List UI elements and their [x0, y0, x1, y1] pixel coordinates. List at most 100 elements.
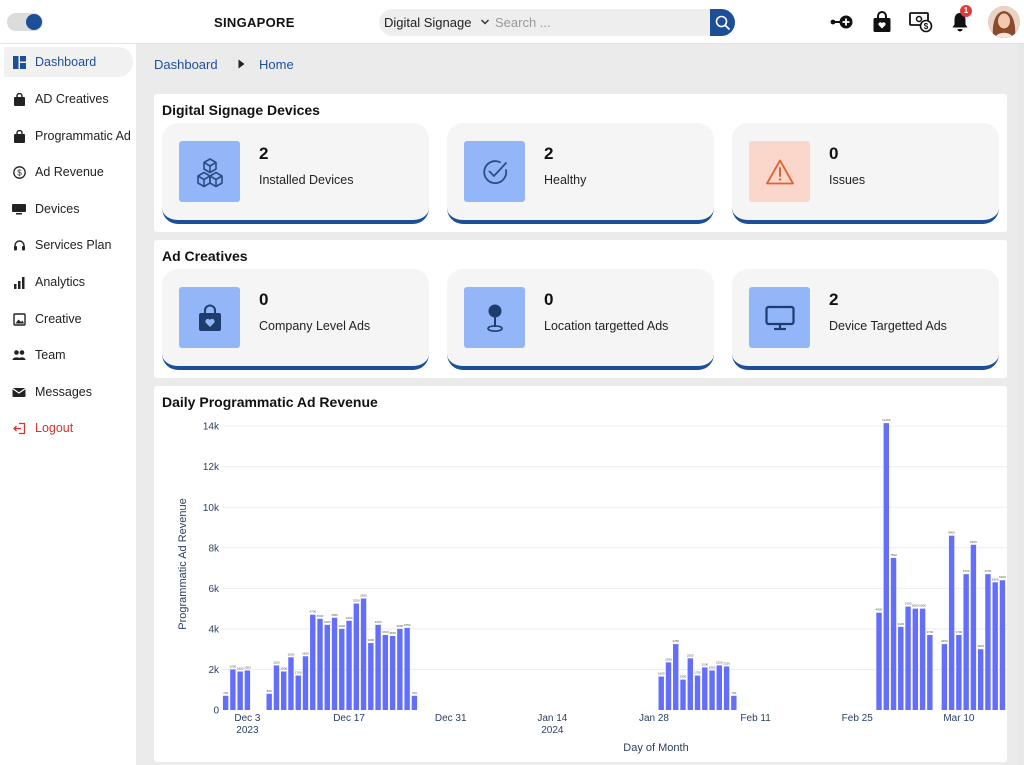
bar-value-label: 1650	[658, 672, 665, 676]
sidebar-item-label: Messages	[35, 385, 92, 399]
chart-bar	[912, 608, 919, 710]
y-tick-label: 6k	[208, 584, 220, 595]
chart-bar	[324, 624, 330, 710]
bag-heart-icon	[179, 287, 240, 348]
healthy-devices-card[interactable]: 2 Healthy	[447, 123, 714, 224]
bar-value-label: 1950	[709, 665, 716, 669]
sidebar: Dashboard AD Creatives Programmatic Ad $…	[0, 44, 136, 765]
chart-bar	[898, 626, 904, 710]
card-value: 2	[544, 144, 554, 163]
chart-bar	[680, 679, 686, 710]
bar-value-label: 4050	[1006, 623, 1007, 627]
user-avatar-icon	[988, 6, 1020, 38]
chart-bar	[317, 618, 323, 710]
sidebar-item-ad-revenue[interactable]: $ Ad Revenue	[4, 157, 133, 187]
card-label: Location targetted Ads	[544, 319, 669, 333]
bar-value-label: 8150	[970, 540, 977, 544]
sidebar-item-programmatic-ad[interactable]: Programmatic Ad	[4, 121, 133, 151]
sidebar-item-dashboard[interactable]: Dashboard	[4, 47, 133, 77]
bar-value-label: 4100	[897, 622, 904, 626]
chart-bar	[999, 580, 1006, 710]
top-bar: SINGAPORE Digital Signage $ 1	[0, 0, 1024, 44]
y-tick-label: 14k	[203, 422, 220, 433]
sidebar-toggle[interactable]	[7, 13, 43, 31]
bar-value-label: 800	[267, 689, 272, 693]
bar-value-label: 4500	[317, 614, 324, 618]
sidebar-item-label: Analytics	[35, 275, 86, 289]
chart-bar	[353, 603, 360, 710]
bar-value-label: 5000	[912, 604, 919, 608]
breadcrumb-root[interactable]: Dashboard	[154, 57, 218, 72]
chart-bar	[970, 544, 977, 710]
bar-value-label: 3000	[977, 644, 984, 648]
bar-value-label: 1500	[680, 675, 687, 679]
sidebar-item-devices[interactable]: Devices	[4, 194, 133, 224]
x-tick-sublabel: 2023	[236, 725, 259, 736]
bar-value-label: 4000	[397, 624, 404, 628]
sidebar-item-analytics[interactable]: Analytics	[4, 267, 133, 297]
add-connection-button[interactable]	[830, 10, 854, 34]
chart-bar	[266, 693, 272, 710]
bar-value-label: 700	[731, 691, 736, 695]
device-targetted-ads-card[interactable]: 2 Device Targetted Ads	[732, 269, 999, 370]
chart-bar	[687, 658, 693, 710]
location-targetted-ads-card[interactable]: 0 Location targetted Ads	[447, 269, 714, 370]
chart-bar	[397, 628, 403, 710]
card-label: Device Targetted Ads	[829, 319, 947, 333]
card-label: Healthy	[544, 173, 587, 187]
category-select[interactable]: Digital Signage	[384, 15, 472, 30]
search-input[interactable]	[495, 13, 705, 32]
shop-button[interactable]	[870, 10, 894, 34]
x-tick-sublabel: 2024	[541, 725, 564, 736]
shopping-bag-heart-icon	[873, 11, 891, 32]
bar-value-label: 4200	[375, 620, 382, 624]
bar-value-label: 3700	[927, 630, 934, 634]
sidebar-item-logout[interactable]: Logout	[4, 413, 133, 443]
bar-value-label: 3650	[389, 631, 396, 635]
chart-bar	[375, 624, 381, 710]
image-icon	[12, 312, 26, 326]
chevron-down-icon[interactable]	[480, 15, 490, 29]
messages-icon	[12, 385, 26, 399]
issues-card[interactable]: 0 Issues	[732, 123, 999, 224]
company-level-ads-card[interactable]: 0 Company Level Ads	[162, 269, 429, 370]
bag-icon	[12, 129, 26, 143]
bar-value-label: 2200	[273, 660, 280, 664]
sidebar-item-ad-creatives[interactable]: AD Creatives	[4, 84, 133, 114]
sidebar-item-label: Team	[35, 348, 66, 362]
y-tick-label: 12k	[203, 462, 220, 473]
chart-bar	[883, 423, 889, 710]
chart-bar	[731, 695, 737, 710]
chart-bar	[288, 657, 294, 710]
chart-bar	[382, 634, 389, 710]
chart-bar	[665, 662, 672, 710]
installed-devices-card[interactable]: 2 Installed Devices	[162, 123, 429, 224]
bar-value-label: 2350	[665, 657, 672, 661]
search-button[interactable]	[710, 9, 735, 36]
bar-value-label: 1700	[295, 671, 302, 675]
bag-icon	[12, 92, 26, 106]
sidebar-item-team[interactable]: Team	[4, 340, 133, 370]
page-scrollbar[interactable]	[1018, 44, 1024, 765]
bar-value-label: 4800	[876, 608, 883, 612]
y-axis-label: Programmatic Ad Revenue	[177, 498, 189, 629]
bar-value-label: 4000	[338, 624, 345, 628]
monitor-icon	[749, 287, 810, 348]
sidebar-item-messages[interactable]: Messages	[4, 377, 133, 407]
card-value: 0	[544, 290, 554, 309]
chart-bar	[230, 669, 236, 710]
sidebar-item-creative[interactable]: Creative	[4, 304, 133, 334]
bar-value-label: 6300	[992, 577, 999, 581]
chart-bar	[977, 649, 984, 710]
chart-bar	[368, 643, 374, 710]
billing-button[interactable]: $	[909, 10, 933, 34]
creatives-section: Ad Creatives 0 Company Level Ads 0 Locat…	[154, 240, 1007, 378]
chart-bar	[237, 671, 243, 710]
sidebar-item-services-plan[interactable]: Services Plan	[4, 230, 133, 260]
bar-value-label: 3300	[367, 638, 374, 642]
bar-value-label: 1950	[244, 665, 251, 669]
avatar[interactable]	[988, 6, 1020, 38]
chart-bar	[905, 606, 911, 710]
y-tick-label: 10k	[203, 503, 220, 514]
